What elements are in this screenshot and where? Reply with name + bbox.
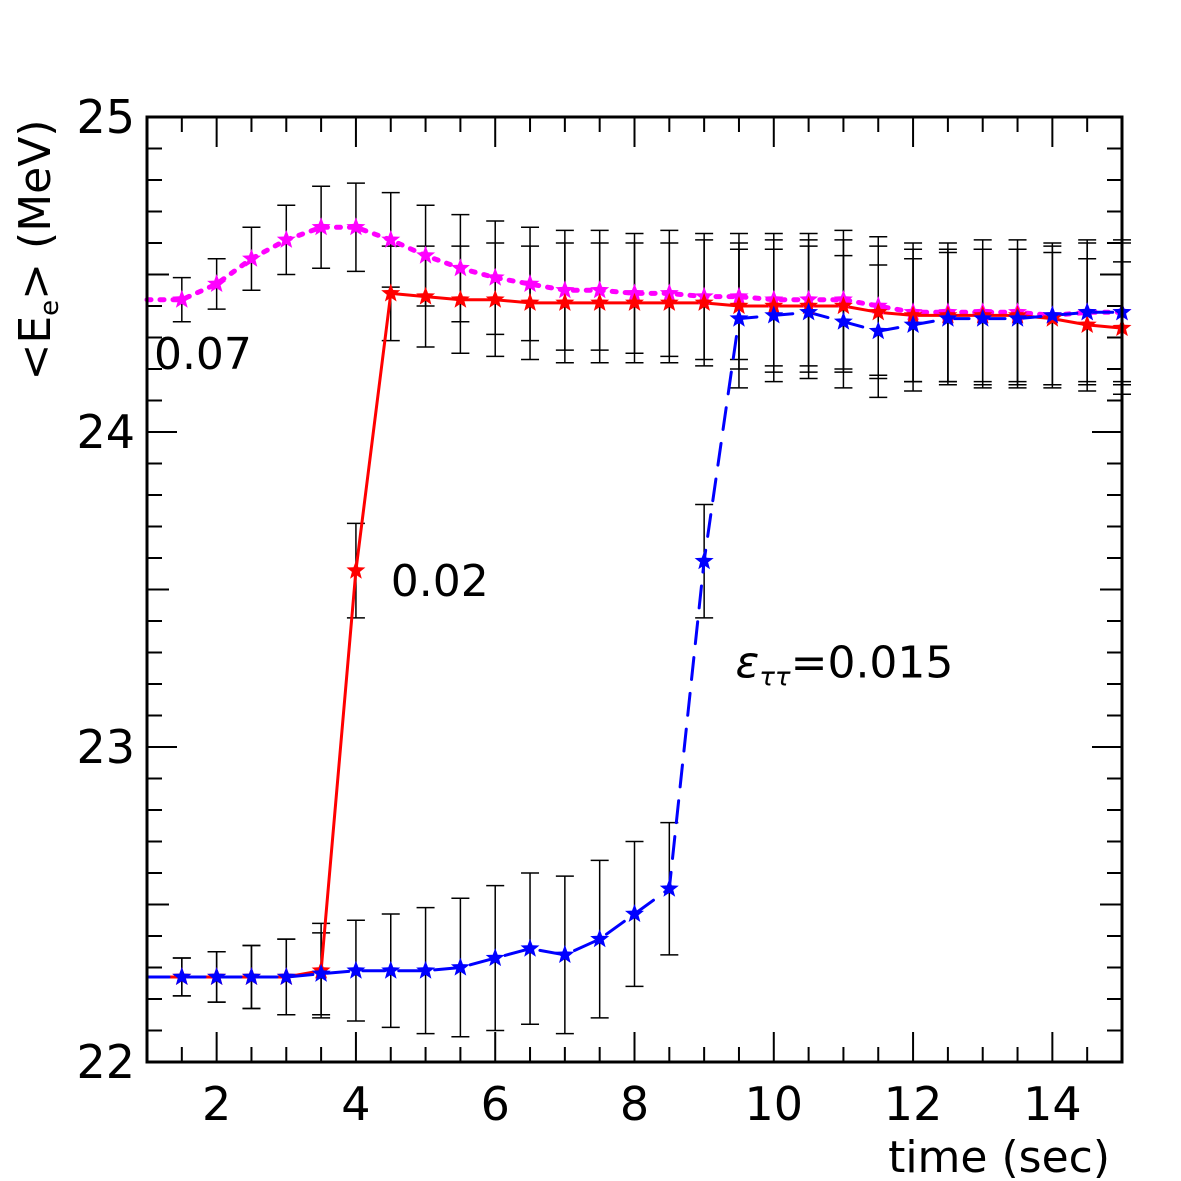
data-point [416, 960, 436, 979]
x-tick-label: 14 [1023, 1077, 1082, 1131]
data-point [207, 274, 227, 292]
data-point [520, 274, 540, 292]
data-point [381, 960, 401, 979]
y-tick-label: 23 [76, 720, 135, 774]
data-point [625, 904, 644, 922]
data-point [625, 292, 644, 311]
data-point [346, 217, 366, 236]
plot-frame [145, 115, 1124, 1064]
data-point [729, 308, 749, 327]
data-point [172, 289, 192, 308]
data-point [555, 280, 575, 299]
data-point [311, 217, 331, 236]
data-point [520, 292, 540, 311]
data-point [485, 267, 505, 286]
data-point [659, 878, 679, 897]
y-tick-label: 24 [76, 405, 135, 459]
data-point [868, 321, 888, 340]
x-tick-label: 12 [884, 1077, 943, 1131]
y-axis-label: <Ee> (MeV) [10, 120, 65, 381]
data-point [346, 560, 366, 579]
data-point [764, 296, 784, 315]
data-point [242, 248, 261, 267]
data-point [485, 289, 505, 308]
annotation-epsilon-value: =0.015 [791, 638, 954, 689]
data-point [1008, 308, 1027, 327]
data-point [276, 229, 296, 248]
data-point [764, 305, 784, 324]
y-axis-label-subscript: e [35, 300, 65, 316]
data-point [973, 308, 993, 327]
data-point [172, 967, 192, 985]
y-tick-label: 25 [76, 90, 135, 144]
data-point [659, 292, 679, 311]
data-point [938, 308, 958, 327]
annotation-0.02: 0.02 [391, 556, 489, 607]
annotation-epsilon-0.015: εττ=0.015 [735, 638, 953, 693]
annotation-epsilon-symbol: ε [735, 638, 759, 689]
data-point [694, 551, 714, 570]
data-point [833, 296, 853, 315]
data-point [833, 311, 853, 330]
y-axis-label-tail: > (MeV) [10, 120, 61, 300]
x-tick-label: 10 [745, 1077, 804, 1131]
data-point [903, 305, 923, 324]
data-point [207, 967, 227, 985]
y-tick-label: 22 [76, 1035, 135, 1089]
data-point [555, 292, 575, 311]
data-point [311, 963, 331, 982]
data-point [1042, 305, 1062, 324]
data-point [1077, 302, 1097, 321]
annotation-epsilon-subscript: ττ [759, 663, 791, 693]
annotation-0.07: 0.07 [154, 329, 252, 380]
data-point [381, 229, 401, 248]
data-point [694, 292, 714, 311]
data-point [729, 296, 749, 315]
x-tick-label: 8 [620, 1077, 649, 1131]
data-point [625, 283, 644, 302]
data-point [276, 967, 296, 985]
x-axis-label: time (sec) [888, 1132, 1110, 1181]
data-point [868, 302, 888, 321]
data-point [729, 286, 749, 305]
data-point [450, 289, 470, 308]
data-point [346, 960, 366, 979]
data-point [555, 944, 575, 963]
series-line-0 [144, 224, 1125, 318]
x-tick-label: 6 [481, 1077, 510, 1131]
data-point [416, 245, 436, 264]
data-point [450, 258, 470, 277]
data-point [1077, 314, 1097, 333]
data-point [590, 280, 610, 299]
y-axis-label-main: <E [10, 316, 61, 381]
data-point [485, 948, 505, 967]
data-point [590, 292, 610, 311]
x-tick-label: 2 [202, 1077, 231, 1131]
data-point [659, 283, 679, 302]
data-point [903, 314, 923, 333]
data-point [450, 957, 470, 976]
data-point [242, 967, 261, 985]
data-point [416, 286, 436, 305]
data-point [590, 929, 610, 948]
x-tick-label: 4 [341, 1077, 370, 1131]
data-point [520, 938, 540, 957]
data-point [799, 302, 819, 321]
data-point [381, 283, 401, 302]
